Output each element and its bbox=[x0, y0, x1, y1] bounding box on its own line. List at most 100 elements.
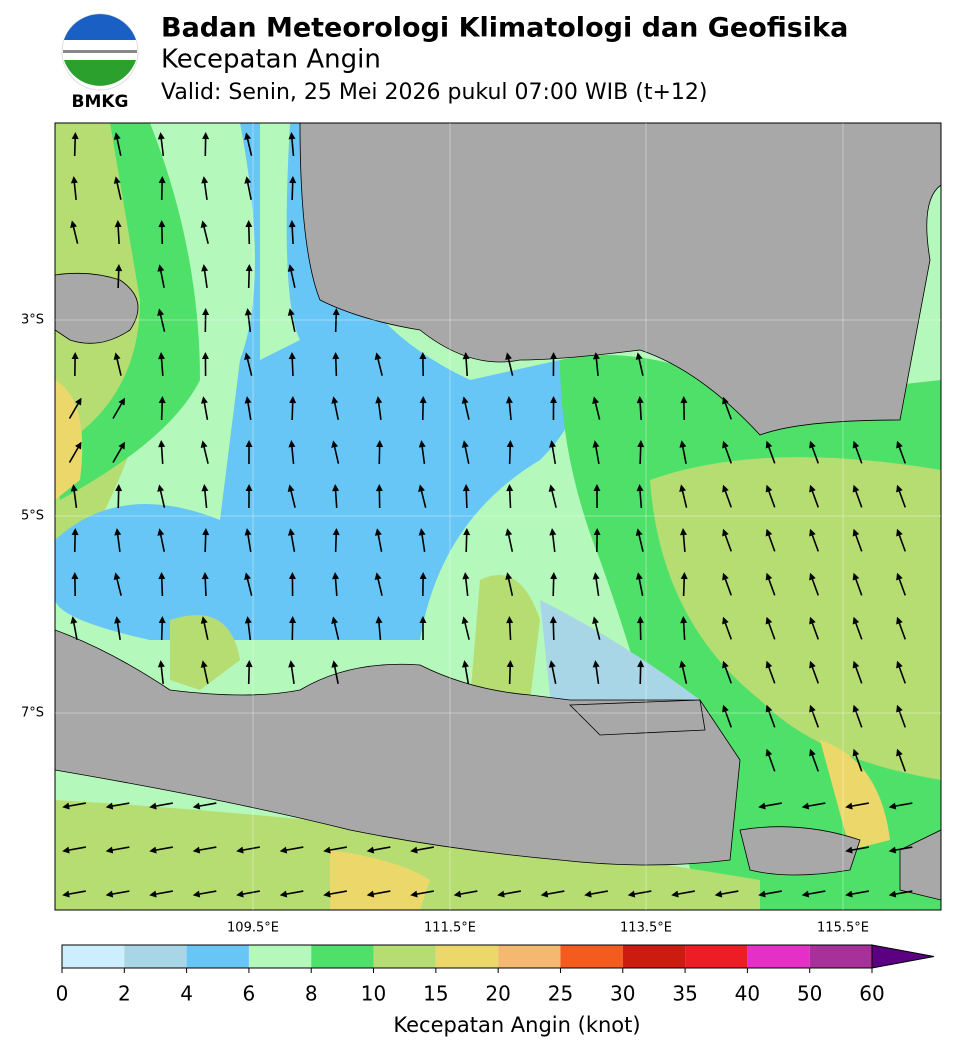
arrow-head bbox=[671, 890, 679, 898]
arrow-head bbox=[722, 660, 729, 669]
wind-arrow bbox=[852, 528, 863, 552]
wind-arrow bbox=[113, 132, 122, 156]
arrow-head bbox=[765, 484, 773, 493]
wind-arrow bbox=[584, 890, 608, 898]
arrow-head bbox=[236, 846, 244, 854]
arrow-head bbox=[375, 396, 383, 404]
colorbar-segment bbox=[685, 945, 748, 968]
arrow-head bbox=[375, 484, 383, 492]
arrow-head bbox=[801, 802, 810, 810]
arrow-head bbox=[896, 528, 903, 537]
arrow-head bbox=[236, 890, 244, 898]
arrow-head bbox=[376, 440, 384, 448]
wind-arrow bbox=[592, 352, 600, 377]
arrow-head bbox=[105, 890, 114, 898]
wind-arrow bbox=[331, 660, 339, 684]
wind-arrow bbox=[462, 352, 470, 377]
arrow-head bbox=[71, 352, 79, 360]
lon-label: 113.5°E bbox=[620, 921, 672, 936]
wind-arrow bbox=[245, 264, 253, 289]
arrow-head bbox=[722, 528, 729, 537]
colorbar-tick-label: 15 bbox=[423, 982, 448, 1006]
arrow-head bbox=[765, 748, 773, 757]
wind-arrow bbox=[200, 220, 209, 244]
arrow-head bbox=[149, 846, 157, 854]
arrow-head bbox=[635, 528, 643, 536]
colorbar-extend bbox=[871, 944, 935, 969]
wind-arrow bbox=[896, 704, 907, 728]
wind-arrow bbox=[158, 440, 166, 465]
wind-arrow bbox=[68, 441, 82, 463]
wind-arrow bbox=[636, 396, 644, 421]
arrow-head bbox=[461, 616, 469, 625]
wind-arrow bbox=[70, 616, 78, 640]
arrow-head bbox=[462, 660, 469, 668]
wind-arrow bbox=[62, 890, 86, 898]
arrow-head bbox=[157, 528, 165, 536]
wind-arrow bbox=[461, 616, 470, 640]
wind-arrow bbox=[548, 660, 557, 684]
arrow-head bbox=[888, 890, 897, 898]
arrow-head bbox=[200, 440, 208, 448]
wind-arrow bbox=[115, 264, 123, 289]
wind-arrow bbox=[722, 396, 733, 420]
wind-arrow bbox=[896, 528, 907, 552]
arrow-head bbox=[62, 802, 70, 810]
arrow-head bbox=[74, 397, 82, 406]
arrow-head bbox=[548, 484, 556, 493]
wind-arrow bbox=[157, 132, 165, 157]
arrow-head bbox=[410, 890, 418, 898]
wind-arrow bbox=[419, 352, 427, 377]
wind-arrow bbox=[332, 484, 340, 509]
arrow-head bbox=[809, 528, 816, 537]
wind-arrow bbox=[236, 846, 260, 854]
colorbar-tick-label: 20 bbox=[485, 982, 510, 1006]
wind-arrow bbox=[279, 890, 304, 898]
wind-arrow bbox=[765, 528, 776, 552]
wind-arrow bbox=[287, 308, 296, 332]
wind-arrow bbox=[549, 440, 557, 464]
wind-arrow bbox=[157, 528, 166, 552]
arrow-head bbox=[113, 176, 121, 184]
arrow-head bbox=[331, 660, 339, 668]
arrow-head bbox=[288, 352, 296, 360]
arrow-head bbox=[765, 528, 773, 537]
wind-arrow bbox=[202, 132, 210, 157]
wind-arrow bbox=[245, 220, 253, 245]
arrow-head bbox=[714, 890, 723, 898]
arrow-head bbox=[462, 484, 470, 492]
wind-arrow bbox=[332, 528, 340, 553]
arrow-head bbox=[323, 890, 331, 898]
wind-arrow bbox=[149, 846, 173, 854]
wind-arrow bbox=[287, 264, 296, 288]
arrow-head bbox=[288, 440, 296, 448]
arrow-head bbox=[332, 528, 340, 536]
wind-arrow bbox=[410, 846, 434, 854]
colorbar-tick-label: 35 bbox=[672, 982, 697, 1006]
arrow-head bbox=[758, 890, 766, 898]
wind-arrow bbox=[200, 396, 209, 420]
arrow-head bbox=[722, 704, 729, 713]
wind-arrow bbox=[332, 308, 340, 333]
wind-arrow bbox=[244, 572, 253, 596]
wind-arrow bbox=[200, 660, 209, 684]
arrow-head bbox=[419, 616, 427, 624]
arrow-head bbox=[722, 572, 729, 581]
wind-arrow bbox=[244, 396, 252, 420]
arrow-head bbox=[845, 802, 853, 810]
arrow-head bbox=[115, 484, 123, 492]
wind-arrow bbox=[418, 484, 427, 508]
arrow-head bbox=[419, 396, 427, 404]
wind-arrow bbox=[896, 616, 907, 640]
lon-label: 115.5°E bbox=[817, 921, 869, 936]
arrow-head bbox=[505, 352, 512, 360]
wind-arrow bbox=[505, 396, 513, 421]
wind-arrow bbox=[550, 572, 558, 597]
wind-arrow bbox=[192, 802, 217, 810]
wind-arrow bbox=[888, 890, 913, 898]
arrow-head bbox=[245, 660, 253, 668]
arrow-head bbox=[584, 890, 592, 898]
wind-arrow bbox=[244, 352, 253, 376]
arrow-head bbox=[765, 572, 773, 581]
wind-arrow bbox=[462, 572, 470, 597]
